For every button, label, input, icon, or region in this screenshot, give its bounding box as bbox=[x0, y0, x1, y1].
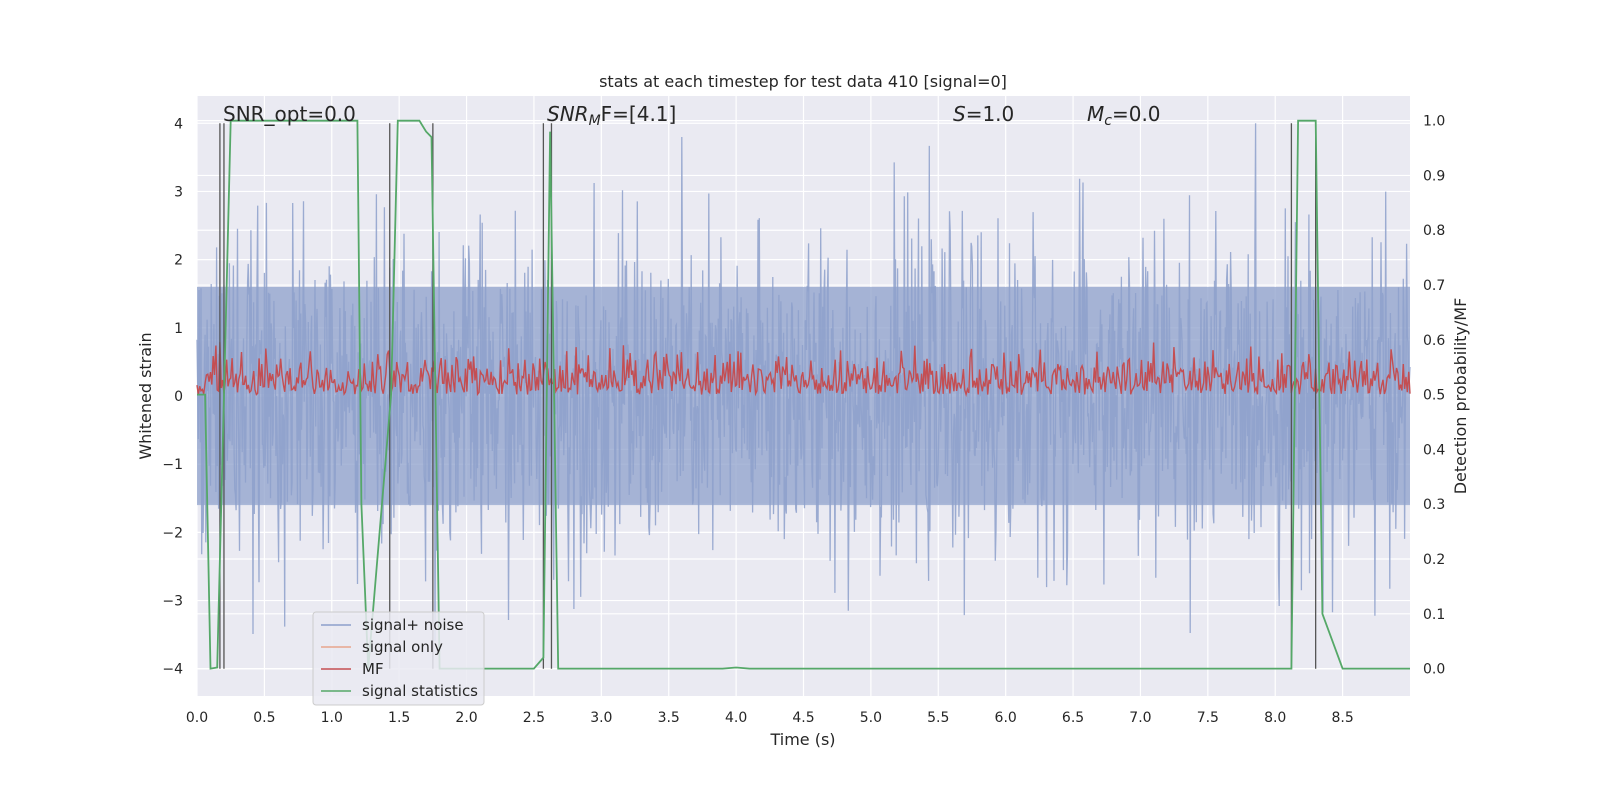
x-tick-label: 2.5 bbox=[523, 710, 545, 726]
x-tick-label: 8.5 bbox=[1331, 710, 1353, 726]
y-right-tick-label: 1.0 bbox=[1423, 114, 1445, 130]
y-tick-label: 1 bbox=[174, 321, 183, 337]
y-right-tick-label: 0.2 bbox=[1423, 552, 1445, 568]
x-tick-label: 1.5 bbox=[388, 710, 410, 726]
y-axis-label: Whitened strain bbox=[136, 332, 155, 459]
y-right-tick-label: 0.6 bbox=[1423, 333, 1445, 349]
y-tick-label: −4 bbox=[162, 662, 183, 678]
y-tick-label: −1 bbox=[162, 457, 183, 473]
x-tick-label: 3.0 bbox=[590, 710, 612, 726]
y-right-tick-label: 0.5 bbox=[1423, 388, 1445, 404]
y-tick-label: 3 bbox=[174, 184, 183, 200]
x-tick-labels: 0.0 0.5 1.0 1.5 2.0 2.5 3.0 3.5 4.0 4.5 5.0 5.5 6.0 6… bbox=[186, 710, 1354, 726]
y-tick-label: 0 bbox=[174, 389, 183, 405]
signal-statistics-line bbox=[197, 119, 1410, 670]
y-right-tick-labels: 1.0 0.9 0.8 0.7 0.6 0.5 0.4 0.3 0.2 0.1 0.0 bbox=[1423, 114, 1445, 678]
x-tick-label: 7.5 bbox=[1197, 710, 1219, 726]
x-tick-label: 5.0 bbox=[860, 710, 882, 726]
annotations: SNR_opt=0.0 SNRMF=[4.1] S=1.0 Mc=0.0 bbox=[223, 102, 1161, 129]
x-tick-label: 4.0 bbox=[725, 710, 747, 726]
series-mf bbox=[196, 342, 1411, 398]
y-right-tick-label: 0.4 bbox=[1423, 442, 1445, 458]
x-axis-label: Time (s) bbox=[769, 730, 835, 749]
y-tick-label: 4 bbox=[174, 116, 183, 132]
annotation-1: SNRMF=[4.1] bbox=[547, 102, 676, 129]
annotation-3: Mc=0.0 bbox=[1087, 102, 1161, 129]
y-right-tick-label: 0.0 bbox=[1423, 662, 1445, 678]
y-tick-label: −2 bbox=[162, 525, 183, 541]
x-tick-label: 5.5 bbox=[927, 710, 949, 726]
legend: signal+ noise signal only MF signal stat… bbox=[312, 611, 485, 706]
chart-title: stats at each timestep for test data 410… bbox=[599, 72, 1007, 91]
y-tick-labels: 4 3 2 1 0 −1 −2 −3 −4 bbox=[162, 116, 183, 677]
y-right-tick-label: 0.9 bbox=[1423, 168, 1445, 184]
signal-noise-band bbox=[197, 286, 1410, 506]
x-tick-label: 4.5 bbox=[792, 710, 814, 726]
x-tick-label: 2.0 bbox=[455, 710, 477, 726]
x-tick-label: 1.0 bbox=[321, 710, 343, 726]
x-tick-label: 6.0 bbox=[995, 710, 1017, 726]
legend-label-signal-only: signal only bbox=[362, 638, 443, 656]
y-right-tick-label: 0.7 bbox=[1423, 278, 1445, 294]
annotation-0: SNR_opt=0.0 bbox=[223, 102, 356, 126]
y-right-axis-label: Detection probability/MF bbox=[1451, 298, 1470, 495]
mf-line bbox=[196, 342, 1411, 398]
legend-label-signal-statistics: signal statistics bbox=[362, 682, 478, 700]
x-tick-label: 0.5 bbox=[253, 710, 275, 726]
x-tick-label: 3.5 bbox=[658, 710, 680, 726]
annotation-2: S=1.0 bbox=[953, 102, 1014, 126]
y-right-tick-label: 0.8 bbox=[1423, 223, 1445, 239]
y-tick-label: −3 bbox=[162, 594, 183, 610]
series-signal-statistics bbox=[197, 119, 1410, 670]
legend-label-mf: MF bbox=[362, 660, 384, 678]
y-tick-label: 2 bbox=[174, 253, 183, 269]
legend-label-signal-noise: signal+ noise bbox=[362, 616, 464, 634]
series-signal-noise bbox=[196, 123, 1411, 641]
x-tick-label: 7.0 bbox=[1129, 710, 1151, 726]
x-tick-label: 0.0 bbox=[186, 710, 208, 726]
x-tick-label: 8.0 bbox=[1264, 710, 1286, 726]
y-right-tick-label: 0.1 bbox=[1423, 607, 1445, 623]
x-tick-label: 6.5 bbox=[1062, 710, 1084, 726]
y-right-tick-label: 0.3 bbox=[1423, 497, 1445, 513]
